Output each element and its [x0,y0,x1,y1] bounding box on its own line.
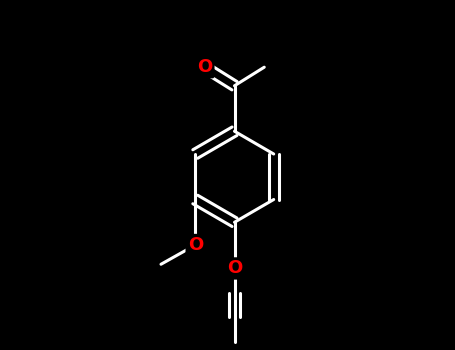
Text: O: O [187,236,203,254]
Text: O: O [197,58,212,76]
Text: O: O [227,259,242,278]
